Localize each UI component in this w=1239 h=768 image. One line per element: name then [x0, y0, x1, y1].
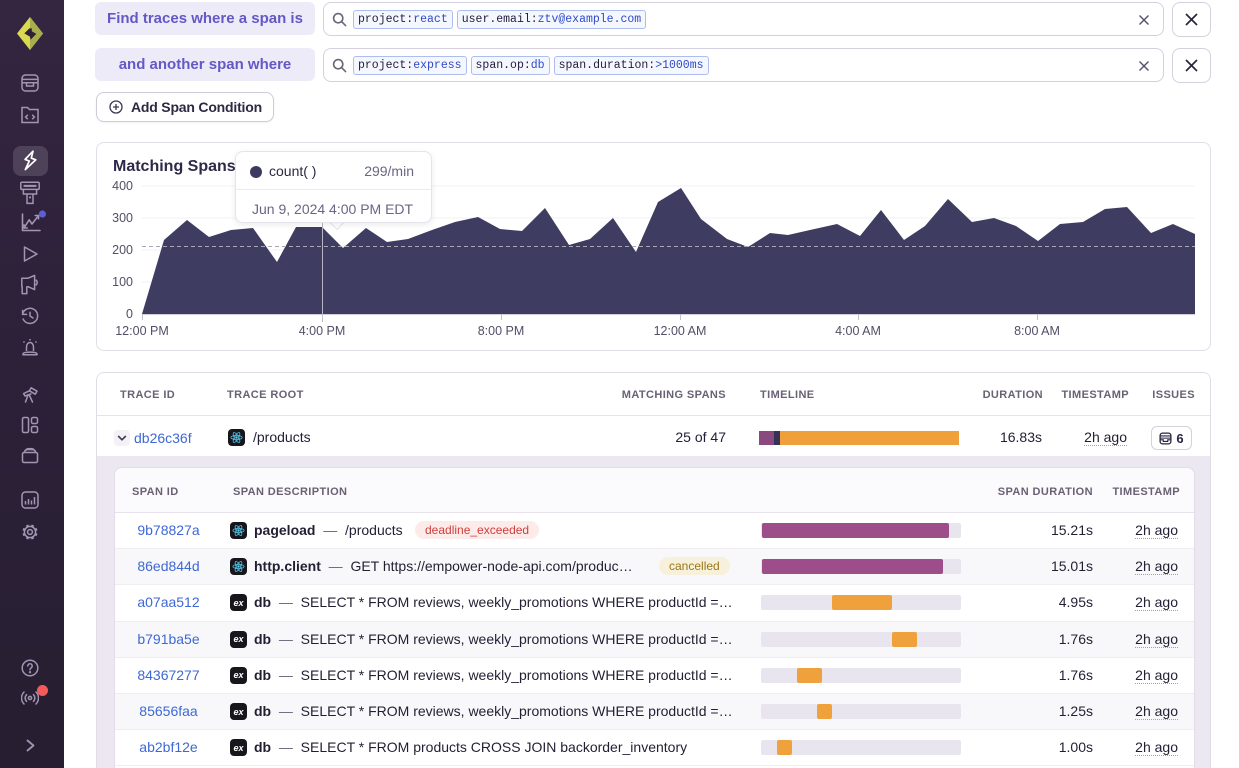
svg-text:300: 300 — [112, 211, 133, 225]
svg-text:400: 400 — [112, 179, 133, 193]
svg-text:4:00 PM: 4:00 PM — [299, 324, 346, 338]
svg-text:8:00 PM: 8:00 PM — [478, 324, 525, 338]
svg-text:4:00 AM: 4:00 AM — [835, 324, 881, 338]
svg-text:8:00 AM: 8:00 AM — [1014, 324, 1060, 338]
svg-text:12:00 AM: 12:00 AM — [654, 324, 707, 338]
svg-text:100: 100 — [112, 275, 133, 289]
svg-text:200: 200 — [112, 243, 133, 257]
svg-text:12:00 PM: 12:00 PM — [115, 324, 169, 338]
svg-text:0: 0 — [126, 307, 133, 321]
